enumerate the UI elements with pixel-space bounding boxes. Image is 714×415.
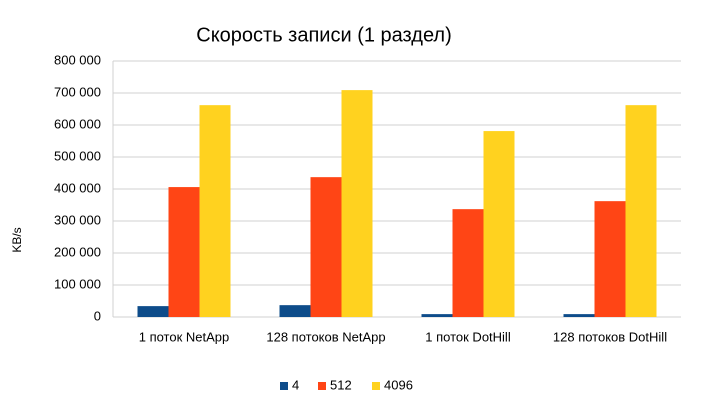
- x-tick-label: 128 потоков NetApp: [266, 329, 385, 344]
- legend-label: 4096: [384, 377, 413, 392]
- bar: [341, 90, 373, 318]
- y-tick-label: 0: [94, 308, 101, 323]
- legend-swatch: [372, 382, 380, 390]
- y-axis-title: KB/s: [10, 227, 24, 252]
- y-tick-label: 800 000: [54, 52, 101, 67]
- chart-title: Скорость записи (1 раздел): [196, 24, 452, 46]
- x-tick-label: 1 поток DotHill: [425, 329, 511, 344]
- legend-label: 512: [330, 377, 352, 392]
- y-tick-label: 500 000: [54, 148, 101, 163]
- y-tick-label: 100 000: [54, 276, 101, 291]
- y-tick-label: 700 000: [54, 84, 101, 99]
- y-tick-label: 300 000: [54, 212, 101, 227]
- bar: [168, 187, 200, 317]
- bar: [594, 201, 626, 317]
- bar: [310, 177, 342, 317]
- y-tick-label: 200 000: [54, 244, 101, 259]
- y-tick-label: 400 000: [54, 180, 101, 195]
- legend-swatch: [318, 382, 326, 390]
- legend-label: 4: [292, 377, 299, 392]
- bar: [199, 105, 231, 317]
- bar: [483, 131, 515, 317]
- bar: [137, 306, 169, 317]
- x-tick-label: 1 поток NetApp: [139, 329, 230, 344]
- bar: [563, 314, 595, 317]
- bar: [625, 105, 657, 317]
- bar: [452, 209, 484, 317]
- bar: [421, 314, 453, 317]
- bar: [279, 305, 311, 317]
- x-tick-label: 128 потоков DotHill: [553, 329, 667, 344]
- y-tick-label: 600 000: [54, 116, 101, 131]
- legend-swatch: [280, 382, 288, 390]
